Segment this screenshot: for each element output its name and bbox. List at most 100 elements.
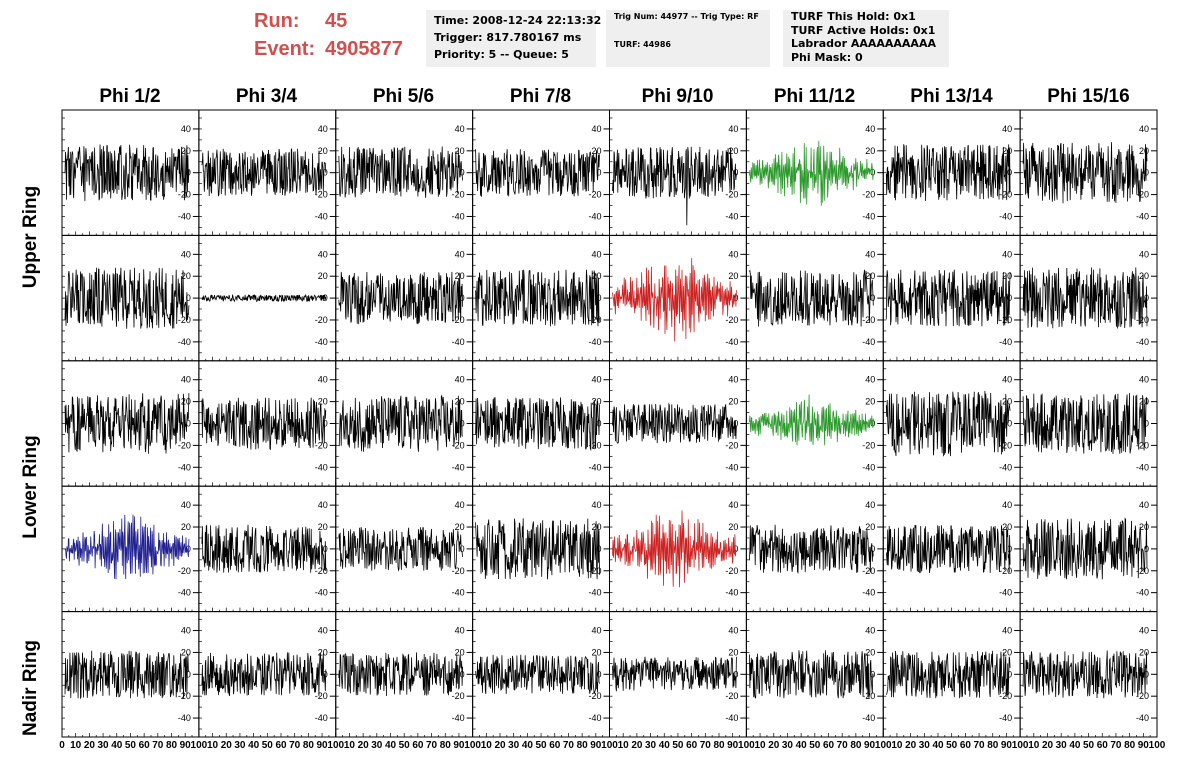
y-tick-label: -40 [862, 462, 875, 472]
x-tick-label: 70 [152, 740, 164, 751]
y-tick-label: 40 [591, 249, 601, 259]
y-tick-label: 0 [186, 293, 191, 303]
y-tick-label: 40 [591, 500, 601, 510]
x-tick-label: 50 [809, 740, 821, 751]
y-tick-label: 40 [728, 626, 738, 636]
column-title-phi-3-4: Phi 3/4 [235, 86, 298, 107]
y-tick-label: -40 [315, 588, 328, 598]
y-tick-label: -40 [178, 211, 191, 221]
y-tick-label: -20 [588, 190, 601, 200]
x-tick-label: 80 [987, 740, 999, 751]
y-tick-label: 40 [728, 124, 738, 134]
waveform-trace [612, 656, 737, 692]
x-tick-label: 30 [919, 740, 931, 751]
y-tick-label: -20 [725, 566, 738, 576]
y-tick-label: 0 [460, 544, 465, 554]
x-tick-label: 50 [536, 740, 548, 751]
x-tick-label: 100 [601, 740, 618, 751]
waveform-trace [1022, 650, 1148, 699]
y-tick-label: -40 [178, 588, 191, 598]
y-tick-label: 40 [455, 375, 465, 385]
y-tick-label: -20 [178, 566, 191, 576]
waveform-trace [338, 527, 463, 572]
y-tick-label: -20 [725, 190, 738, 200]
x-tick-label: 30 [782, 740, 794, 751]
y-tick-label: 0 [1007, 669, 1012, 679]
x-tick-label: 40 [659, 740, 671, 751]
y-tick-label: -40 [862, 713, 875, 723]
x-tick-label: 50 [262, 740, 274, 751]
time-info-box: Time: 2008-12-24 22:13:32 Trigger: 817.7… [426, 10, 601, 67]
y-tick-label: -40 [725, 211, 738, 221]
y-tick-label: 40 [1139, 500, 1149, 510]
y-tick-label: -40 [1136, 462, 1149, 472]
y-tick-label: -20 [452, 440, 465, 450]
x-tick-label: 50 [1083, 740, 1095, 751]
y-tick-label: -40 [862, 337, 875, 347]
y-tick-label: 0 [186, 419, 191, 429]
y-tick-label: 20 [865, 397, 875, 407]
y-tick-label: -40 [999, 211, 1012, 221]
y-tick-label: 40 [318, 375, 328, 385]
waveform-trace [885, 144, 1011, 202]
x-tick-label: 90 [727, 740, 739, 751]
y-tick-label: 40 [1002, 124, 1012, 134]
turf-line: TURF: 44986 [614, 40, 671, 49]
run-label: Run: [254, 10, 300, 32]
y-tick-label: -20 [999, 691, 1012, 701]
y-tick-label: -40 [178, 713, 191, 723]
x-tick-label: 40 [932, 740, 944, 751]
run-value: 45 [325, 10, 348, 32]
y-tick-label: 40 [318, 249, 328, 259]
y-tick-label: -20 [315, 691, 328, 701]
x-tick-label: 20 [84, 740, 96, 751]
x-tick-label: 70 [837, 740, 849, 751]
y-tick-label: 40 [728, 375, 738, 385]
y-tick-label: 40 [318, 500, 328, 510]
x-tick-label: 40 [522, 740, 534, 751]
y-tick-label: -40 [588, 713, 601, 723]
y-tick-label: -40 [315, 713, 328, 723]
y-tick-label: 20 [455, 647, 465, 657]
x-tick-label: 20 [1042, 740, 1054, 751]
y-tick-label: 20 [1139, 647, 1149, 657]
y-tick-label: 40 [728, 249, 738, 259]
y-tick-label: -40 [178, 462, 191, 472]
x-tick-label: 10 [618, 740, 630, 751]
y-tick-label: 40 [591, 375, 601, 385]
y-tick-label: 0 [186, 669, 191, 679]
y-tick-label: -20 [999, 190, 1012, 200]
x-tick-label: 70 [289, 740, 301, 751]
column-title-phi-11-12: Phi 11/12 [773, 86, 856, 107]
waveform-trace [749, 269, 874, 327]
x-tick-label: 90 [1001, 740, 1013, 751]
waveform-trace [749, 524, 874, 575]
y-tick-label: 40 [591, 124, 601, 134]
trigger-info-box: Trig Num: 44977 -- Trig Type: RF TURF: 4… [606, 10, 770, 67]
x-tick-label: 20 [358, 740, 370, 751]
y-tick-label: -40 [1136, 713, 1149, 723]
y-tick-label: 20 [318, 522, 328, 532]
x-tick-label: 60 [960, 740, 972, 751]
y-tick-label: 0 [323, 669, 328, 679]
y-tick-label: -20 [999, 566, 1012, 576]
x-tick-label: 50 [399, 740, 411, 751]
y-tick-label: 20 [318, 647, 328, 657]
y-tick-label: 40 [181, 500, 191, 510]
y-tick-label: -20 [1136, 190, 1149, 200]
waveform-trace [475, 397, 600, 452]
y-tick-label: 20 [1139, 397, 1149, 407]
waveform-trace [338, 146, 463, 198]
trignum-line: Trig Num: 44977 -- Trig Type: RF [614, 12, 759, 21]
y-tick-label: 40 [1002, 375, 1012, 385]
waveform-trace [201, 524, 327, 573]
y-tick-label: 40 [455, 500, 465, 510]
y-tick-label: 20 [318, 397, 328, 407]
x-tick-label: 100 [875, 740, 892, 751]
y-tick-label: 20 [181, 522, 191, 532]
x-tick-label: 70 [426, 740, 438, 751]
y-tick-label: 0 [870, 544, 875, 554]
y-tick-label: -40 [999, 588, 1012, 598]
waveform-trace [64, 514, 190, 580]
y-tick-label: 40 [181, 249, 191, 259]
